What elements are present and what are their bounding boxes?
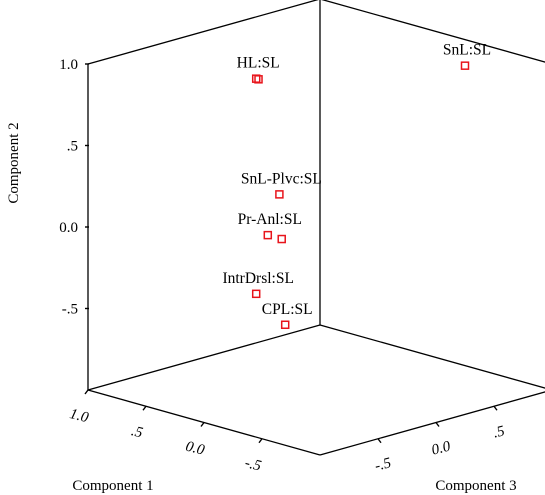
x-tick-mark — [200, 422, 205, 427]
x-tick-mark — [258, 438, 263, 444]
frame-edge-7 — [87, 0, 319, 65]
data-point-marker — [251, 289, 261, 299]
data-point-label: CPL:SL — [262, 301, 313, 318]
z-tick-label: 0.0 — [430, 438, 453, 458]
data-point-label: Pr-Anl:SL — [238, 211, 302, 228]
frame-edge-2 — [87, 324, 321, 391]
y-tick-label: -.5 — [62, 302, 78, 318]
x-tick-label: 1.0 — [68, 406, 91, 426]
y-tick-label: 1.0 — [59, 57, 78, 73]
data-point-marker — [254, 75, 263, 84]
component-3-ticks: -.50.0.51.0 — [373, 405, 507, 475]
y-tick-label: .5 — [67, 139, 78, 155]
y-axis-title: Component 2 — [6, 122, 22, 203]
x-tick-mark — [142, 405, 147, 411]
component-1-ticks: 1.0 .5 0.0 -.5 — [68, 389, 263, 475]
data-point-marker — [460, 61, 470, 70]
data-points: HL:SL SnL:SL SnL-Plvc:SL Pr-Anl:SL IntrDrsl:… — [222, 42, 491, 330]
z-tick-mark — [493, 405, 498, 411]
component-2-ticks: 1.0 .5 0.0 -.5 — [59, 57, 89, 318]
frame-edge-3 — [319, 324, 545, 389]
plot-box-frame — [87, 0, 545, 456]
x-tick-mark — [84, 389, 89, 395]
data-point-marker — [263, 230, 273, 240]
z-tick-mark — [435, 422, 440, 427]
data-point-label: SnL:SL — [443, 42, 491, 59]
x-axis-title: Component 1 — [72, 478, 153, 494]
x-tick-label: 0.0 — [184, 439, 207, 459]
data-point-label: HL:SL — [237, 55, 280, 72]
z-axis-title: Component 3 — [435, 478, 516, 494]
frame-edge-8 — [321, 0, 545, 63]
z-tick-mark — [377, 438, 382, 444]
x-tick-label: .5 — [130, 423, 145, 441]
data-point-label: IntrDrsl:SL — [222, 270, 293, 287]
z-tick-label: -.5 — [373, 455, 393, 475]
data-point-label: SnL-Plvc:SL — [241, 170, 322, 187]
data-point-marker — [275, 190, 284, 199]
z-tick-label: .5 — [492, 423, 507, 441]
data-point-marker — [280, 320, 290, 330]
y-tick-label: 0.0 — [59, 220, 78, 236]
x-tick-label: -.5 — [243, 455, 263, 475]
data-point-marker — [277, 234, 286, 244]
